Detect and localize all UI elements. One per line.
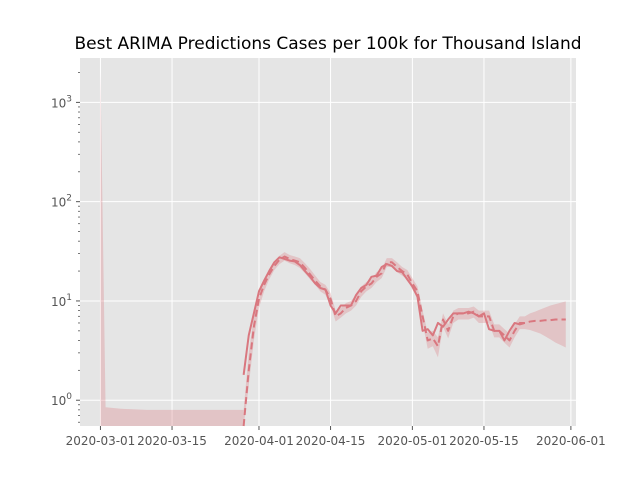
x-tick-label: 2020-06-01: [536, 434, 606, 448]
x-tick-label: 2020-05-15: [449, 434, 519, 448]
x-tick-label: 2020-05-01: [377, 434, 447, 448]
x-tick-label: 2020-04-01: [224, 434, 294, 448]
series-lines: [242, 255, 566, 427]
y-tick-label: 101: [51, 293, 72, 309]
grid: [80, 58, 576, 426]
plot-area: [80, 58, 576, 426]
y-tick-label: 102: [51, 194, 72, 210]
y-tick-label: 103: [51, 94, 72, 110]
y-axis: 100 101 102 103: [51, 72, 80, 423]
x-tick-label: 2020-03-15: [137, 434, 207, 448]
x-tick-label: 2020-04-15: [296, 434, 366, 448]
x-tick-label: 2020-03-01: [66, 434, 136, 448]
y-tick-label: 100: [51, 392, 72, 408]
x-axis: 2020-03-01 2020-03-15 2020-04-01 2020-04-15…: [66, 426, 606, 448]
series-line-predicted: [242, 255, 566, 427]
chart-title: Best ARIMA Predictions Cases per 100k fo…: [74, 34, 581, 54]
